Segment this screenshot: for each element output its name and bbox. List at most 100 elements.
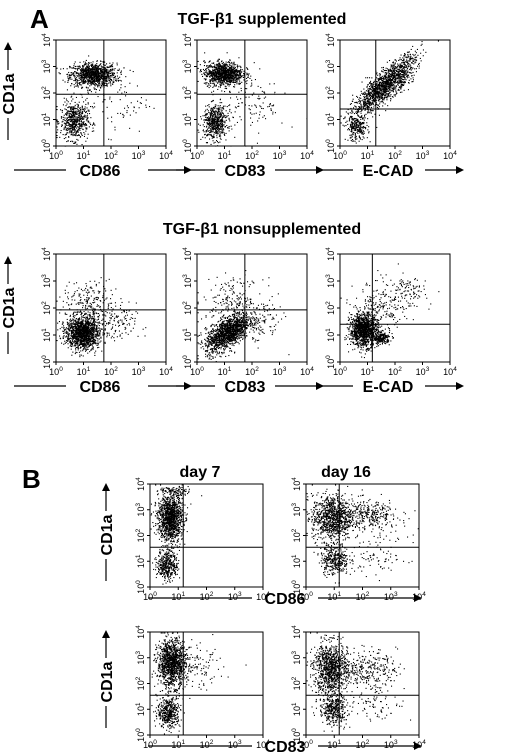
event-dot [220,112,222,114]
event-dot [222,61,224,63]
event-dot [92,107,94,109]
event-dot [403,58,405,60]
event-dot [425,51,427,53]
event-dot [89,80,91,82]
event-dot [101,85,103,87]
event-dot [229,110,231,112]
event-dot [390,66,392,68]
event-dot [363,131,365,133]
event-dot [380,96,382,98]
event-dot [75,124,77,126]
event-dot [110,75,112,77]
event-dot [78,73,80,75]
event-dot [368,91,370,93]
event-dot [238,77,240,79]
event-dot [213,125,215,127]
event-dot [391,85,393,87]
event-dot [74,121,76,123]
event-dot [85,64,87,66]
event-dot [94,84,96,86]
event-dot [224,122,226,124]
event-dot [214,69,216,71]
event-dot [213,142,215,144]
event-dot [90,69,92,71]
event-dot [416,59,418,61]
event-dot [102,76,104,78]
event-dot [399,73,401,75]
event-dot [212,62,214,64]
event-dot [381,85,383,87]
event-dot [222,105,224,107]
event-dot [234,72,236,74]
event-dot [220,138,222,140]
event-dot [218,71,220,73]
event-dot [78,122,80,124]
event-dot [381,92,383,94]
event-dot [203,74,205,76]
event-dot [370,104,372,106]
event-dot [349,126,351,128]
event-dot [222,128,224,130]
event-dot [379,89,381,91]
event-dot [76,113,78,115]
event-dot [109,70,111,72]
event-dot [238,102,240,104]
event-dot [87,103,89,105]
event-dot [237,64,239,66]
event-dot [402,62,404,64]
event-dot [228,73,230,75]
event-dot [225,86,227,88]
event-dot [392,89,394,91]
event-dot [213,132,215,134]
event-dot [226,75,228,77]
event-dot [361,115,363,117]
event-dot [87,72,89,74]
event-dot [353,118,355,120]
event-dot [220,70,222,72]
event-dot [74,80,76,82]
event-dot [368,96,370,98]
event-dot [75,85,77,87]
event-dot [223,77,225,79]
event-dot [386,87,388,89]
event-dot [209,119,211,121]
event-dot [372,100,374,102]
event-dot [97,84,99,86]
event-dot [389,77,391,79]
event-dot [73,106,75,108]
event-dot [80,127,82,129]
event-dot [382,66,384,68]
event-dot [79,75,81,77]
panel-label-a: A [30,4,49,34]
event-dot [105,82,107,84]
event-dot [374,113,376,115]
event-dot [240,71,242,73]
event-dot [202,115,204,117]
event-dot [418,67,420,69]
event-dot [417,54,419,56]
event-dot [102,83,104,85]
event-dot [258,95,260,97]
event-dot [101,67,103,69]
event-dot [65,121,67,123]
event-dot [219,73,221,75]
event-dot [85,81,87,83]
event-dot [226,71,228,73]
event-dot [347,109,349,111]
event-dot [115,80,117,82]
event-dot [400,66,402,68]
event-dot [223,64,225,66]
event-dot [211,80,213,82]
event-dot [215,121,217,123]
event-dot [387,81,389,83]
event-dot [344,138,346,140]
event-dot [73,107,75,109]
event-dot [371,87,373,89]
event-dot [82,123,84,125]
event-dot [404,81,406,83]
event-dot [91,77,93,79]
event-dot [108,79,110,81]
event-dot [345,121,347,123]
event-dot [113,69,115,71]
event-dot [71,117,73,119]
